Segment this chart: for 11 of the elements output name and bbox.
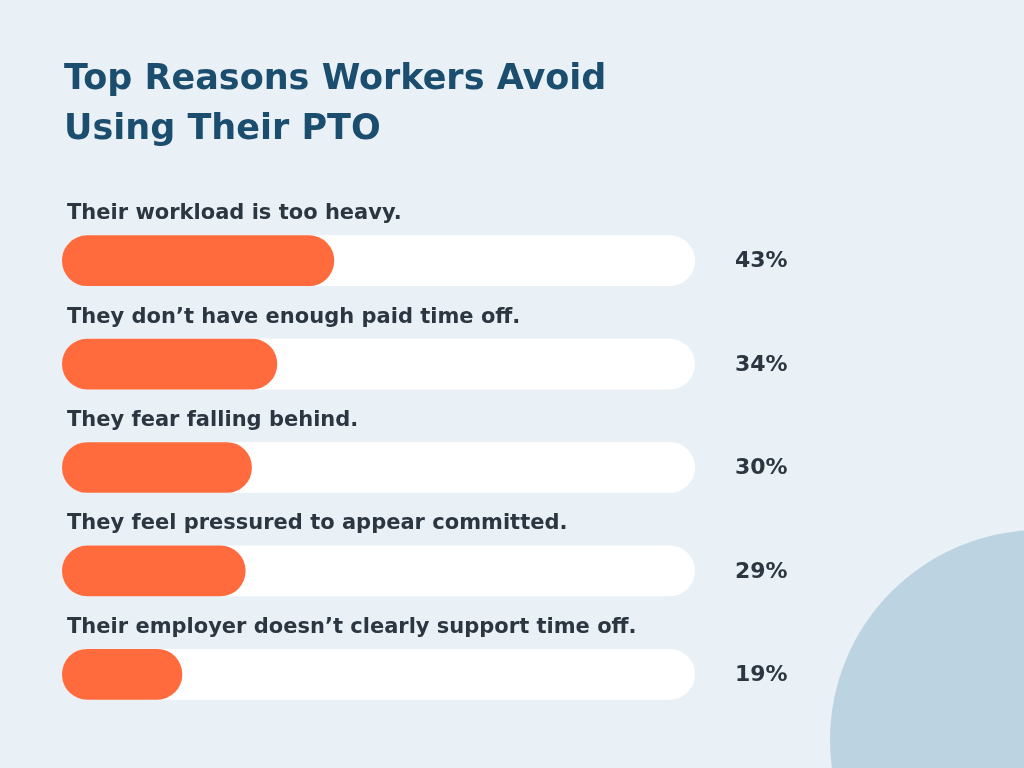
y-tick-label: They fear falling behind. xyxy=(67,406,359,431)
y-tick-label: Their employer doesn’t clearly support time off. xyxy=(67,613,637,638)
y-tick-label: They don’t have enough paid time off. xyxy=(67,303,521,328)
chart-title: Top Reasons Workers Avoid Using Their PTO xyxy=(64,56,608,149)
y-tick-label: They feel pressured to appear committed. xyxy=(67,510,568,535)
data-label: 19% xyxy=(735,661,788,687)
data-label: 30% xyxy=(735,454,788,480)
data-label: 34% xyxy=(735,350,788,376)
data-label: 29% xyxy=(735,557,788,583)
y-tick-label: Their workload is too heavy. xyxy=(67,200,402,225)
data-label: 43% xyxy=(735,247,788,273)
